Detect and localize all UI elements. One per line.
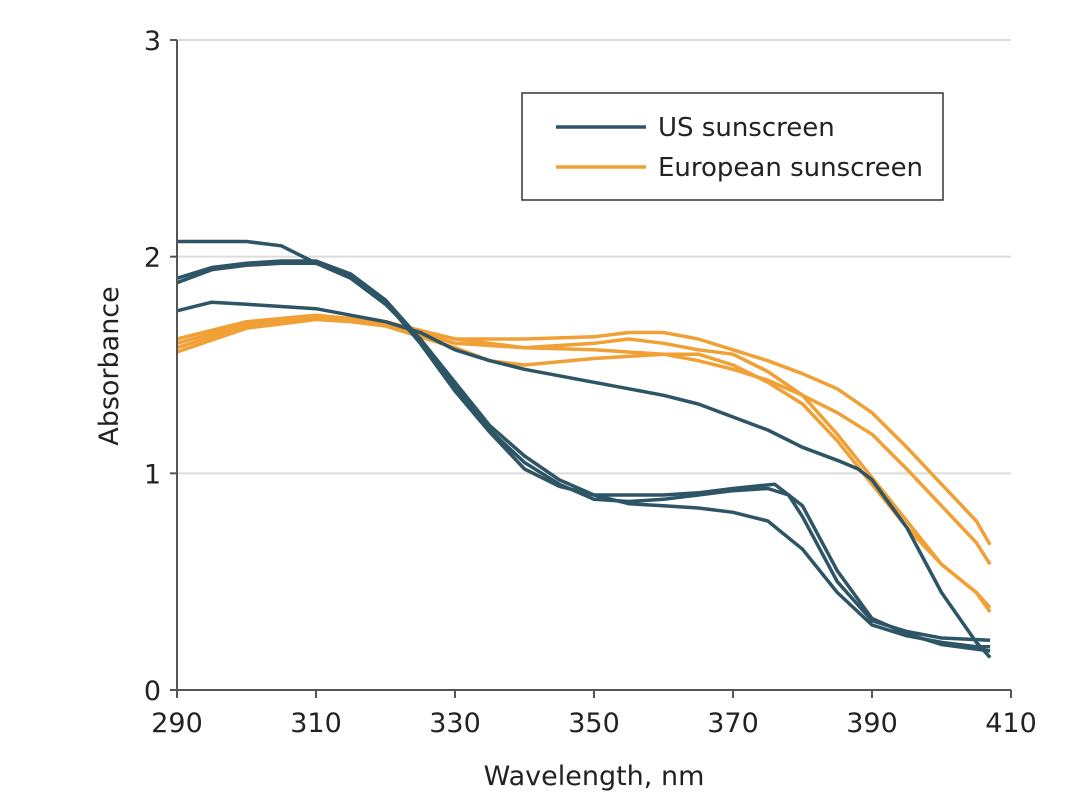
x-axis-label: Wavelength, nm [484,761,705,792]
us-sunscreen-line [176,259,991,642]
x-tick-label: 350 [568,708,620,739]
european-sunscreen-line [176,317,992,614]
x-tick-label: 290 [151,708,203,739]
us-sunscreen-line [177,239,991,649]
y-tick-label: 0 [144,676,161,707]
gridlines [177,39,1011,475]
legend: US sunscreen European sunscreen [521,92,944,201]
y-tick-label: 1 [144,459,161,490]
x-tick-label: 370 [707,708,759,739]
european-sunscreen-line [176,315,992,609]
y-tick-label: 2 [144,243,161,274]
tick-labels: 0 1 2 3 290 310 330 350 370 390 410 [144,26,1037,739]
y-tick-label: 3 [144,26,161,57]
us-sunscreen-line [176,300,992,659]
y-axis-label: Absorbance [94,286,125,446]
x-tick-label: 410 [985,708,1037,739]
x-tick-label: 330 [429,708,481,739]
us-sunscreen-line [176,261,991,653]
legend-label-us: US sunscreen [658,113,835,143]
european-sunscreen-line [176,315,992,566]
x-tick-label: 310 [290,708,342,739]
x-tick-label: 390 [846,708,898,739]
legend-label-european: European sunscreen [658,153,923,183]
legend-box [521,92,944,201]
series-lines [176,239,992,659]
